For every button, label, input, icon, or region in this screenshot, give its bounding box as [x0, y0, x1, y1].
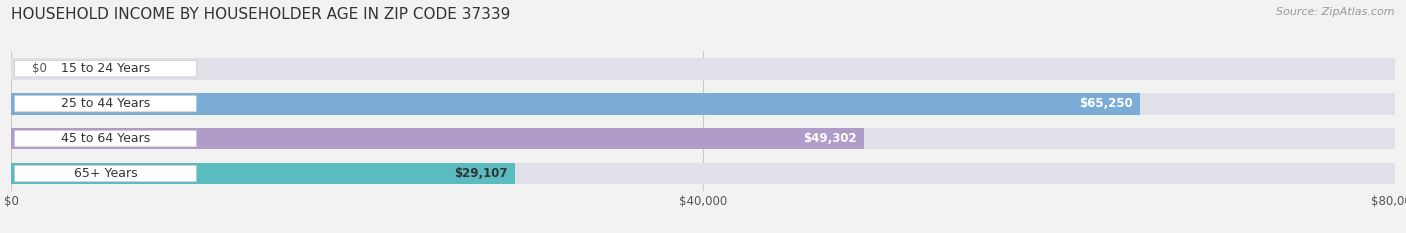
Text: $0: $0: [32, 62, 46, 75]
Text: HOUSEHOLD INCOME BY HOUSEHOLDER AGE IN ZIP CODE 37339: HOUSEHOLD INCOME BY HOUSEHOLDER AGE IN Z…: [11, 7, 510, 22]
Text: 65+ Years: 65+ Years: [73, 167, 138, 180]
FancyBboxPatch shape: [14, 96, 197, 112]
Text: 45 to 64 Years: 45 to 64 Years: [60, 132, 150, 145]
Bar: [11, 128, 863, 150]
Text: $49,302: $49,302: [803, 132, 856, 145]
Text: Source: ZipAtlas.com: Source: ZipAtlas.com: [1277, 7, 1395, 17]
Bar: [11, 58, 1395, 80]
FancyBboxPatch shape: [14, 130, 197, 147]
Bar: [11, 128, 1395, 150]
Text: $29,107: $29,107: [454, 167, 508, 180]
Text: 25 to 44 Years: 25 to 44 Years: [60, 97, 150, 110]
Text: 15 to 24 Years: 15 to 24 Years: [60, 62, 150, 75]
Bar: [11, 93, 1395, 115]
Text: $65,250: $65,250: [1078, 97, 1133, 110]
Bar: [11, 93, 1140, 115]
Bar: [11, 163, 1395, 185]
FancyBboxPatch shape: [14, 165, 197, 182]
FancyBboxPatch shape: [14, 61, 197, 77]
Bar: [11, 163, 515, 185]
